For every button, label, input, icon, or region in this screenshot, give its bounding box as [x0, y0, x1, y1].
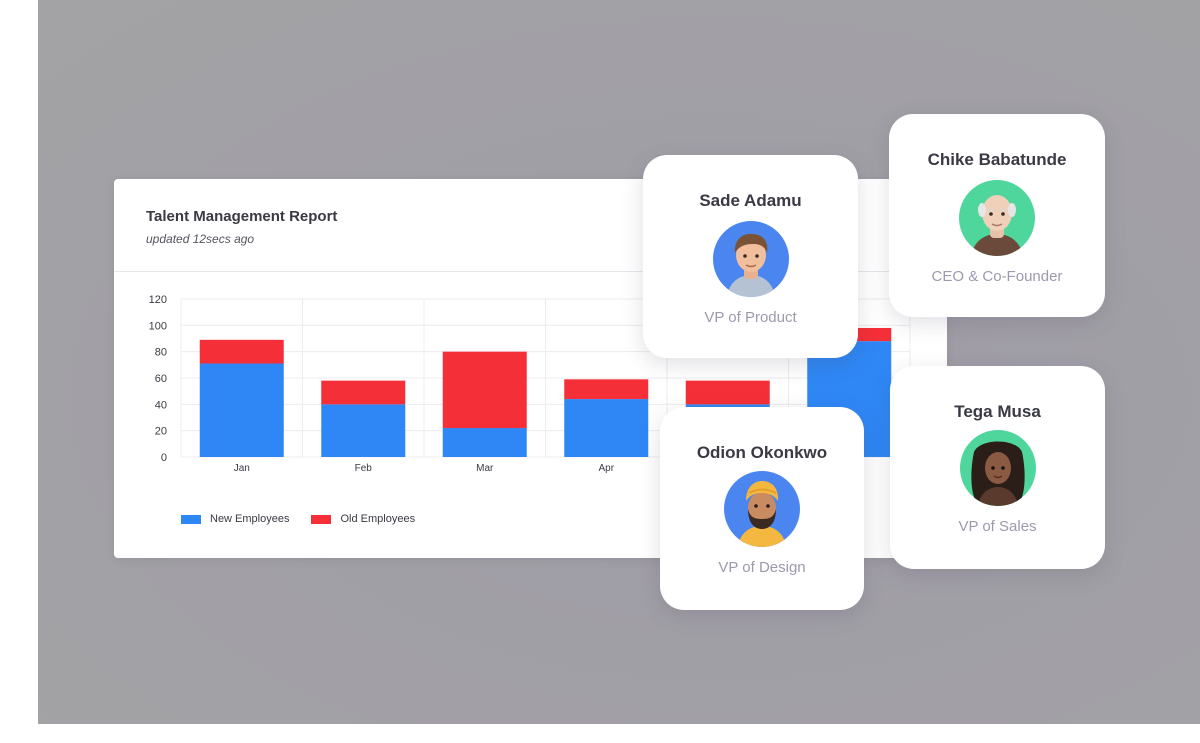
- legend-item-new[interactable]: New Employees: [181, 513, 289, 525]
- bar-new-mar: [442, 428, 527, 457]
- y-tick-label: 40: [155, 399, 167, 411]
- bar-old-jan: [199, 339, 284, 364]
- report-updated: updated 12secs ago: [146, 232, 255, 246]
- y-tick-label: 0: [161, 452, 167, 464]
- bar-old-may: [685, 380, 770, 405]
- bar-new-jan: [199, 363, 284, 457]
- man-turban-beard-avatar-icon: [724, 471, 800, 547]
- x-tick-label: Mar: [476, 463, 494, 474]
- person-card-odion[interactable]: Odion Okonkwo VP of Design: [660, 407, 864, 610]
- y-tick-label: 120: [149, 294, 167, 306]
- person-role: CEO & Co-Founder: [931, 268, 1063, 285]
- legend-label-old: Old Employees: [340, 513, 416, 525]
- person-role: VP of Design: [718, 559, 806, 576]
- older-man-bald-avatar-icon: [959, 180, 1035, 256]
- person-card-chike[interactable]: Chike Babatunde CEO & Co-Founder: [889, 114, 1105, 317]
- person-name: Tega Musa: [954, 402, 1041, 421]
- person-role: VP of Product: [704, 309, 797, 326]
- bar-new-apr: [564, 399, 649, 457]
- y-tick-label: 100: [149, 320, 167, 332]
- chart-legend: New Employees Old Employees: [181, 513, 415, 525]
- person-card-sade[interactable]: Sade Adamu VP of Product: [643, 155, 858, 358]
- report-title: Talent Management Report: [146, 208, 338, 225]
- legend-swatch-old: [311, 514, 332, 524]
- legend-label-new: New Employees: [210, 513, 290, 525]
- y-tick-label: 80: [155, 347, 167, 359]
- x-tick-label: Feb: [355, 463, 373, 474]
- bar-old-apr: [564, 379, 649, 400]
- x-tick-label: Apr: [598, 463, 614, 474]
- y-tick-label: 20: [155, 426, 167, 438]
- bar-new-feb: [321, 404, 406, 457]
- bar-old-mar: [442, 351, 527, 429]
- legend-item-old[interactable]: Old Employees: [311, 513, 415, 525]
- man-short-hair-avatar-icon: [712, 221, 789, 297]
- person-name: Odion Okonkwo: [696, 443, 828, 462]
- legend-swatch-new: [181, 514, 201, 524]
- woman-braids-avatar-icon: [959, 430, 1036, 506]
- x-tick-label: Jan: [234, 463, 250, 474]
- bar-old-feb: [321, 380, 406, 405]
- person-name: Sade Adamu: [699, 191, 802, 210]
- person-name: Chike Babatunde: [927, 150, 1067, 169]
- person-role: VP of Sales: [958, 518, 1037, 535]
- y-tick-label: 60: [155, 373, 167, 385]
- person-card-tega[interactable]: Tega Musa VP of Sales: [890, 366, 1105, 569]
- report-header: Talent Management Report updated 12secs …: [114, 179, 947, 272]
